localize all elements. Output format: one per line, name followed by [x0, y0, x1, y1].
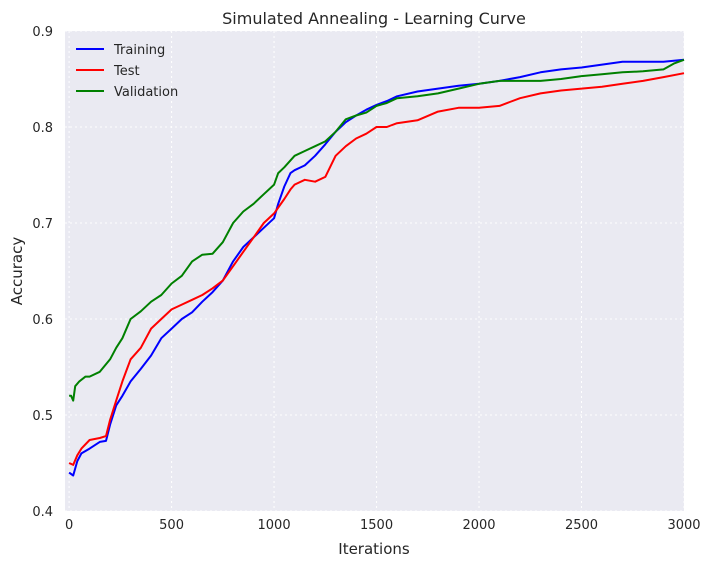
chart-title: Simulated Annealing - Learning Curve: [222, 9, 526, 28]
series-lines: [68, 58, 685, 477]
y-axis-label: Accuracy: [8, 237, 26, 306]
x-axis-label: Iterations: [338, 540, 410, 558]
x-tick-label: 1500: [360, 518, 393, 533]
series-line-validation: [69, 58, 685, 402]
y-tick-label: 0.4: [32, 505, 53, 520]
plot-area: [65, 31, 684, 511]
grid: [65, 30, 685, 512]
legend-label-test: Test: [113, 64, 140, 79]
series-line-training: [68, 58, 685, 477]
x-tick-label: 3000: [667, 518, 700, 533]
x-tick-label: 500: [159, 518, 184, 533]
series-line-test: [68, 72, 685, 466]
x-tick-label: 0: [65, 518, 73, 533]
x-tick-label: 2000: [462, 518, 495, 533]
y-tick-labels: 0.4 0.5 0.6 0.7 0.8 0.9: [32, 25, 53, 520]
legend-label-validation: Validation: [114, 85, 178, 100]
legend-label-training: Training: [113, 43, 165, 58]
y-tick-label: 0.9: [32, 25, 53, 40]
x-tick-label: 2500: [565, 518, 598, 533]
x-tick-label: 1000: [258, 518, 291, 533]
y-tick-label: 0.5: [32, 409, 53, 424]
y-tick-label: 0.7: [32, 217, 53, 232]
x-tick-labels: 0 500 1000 1500 2000 2500 3000: [65, 518, 701, 533]
y-tick-label: 0.8: [32, 121, 53, 136]
y-tick-label: 0.6: [32, 313, 53, 328]
legend: Training Test Validation: [76, 43, 178, 100]
